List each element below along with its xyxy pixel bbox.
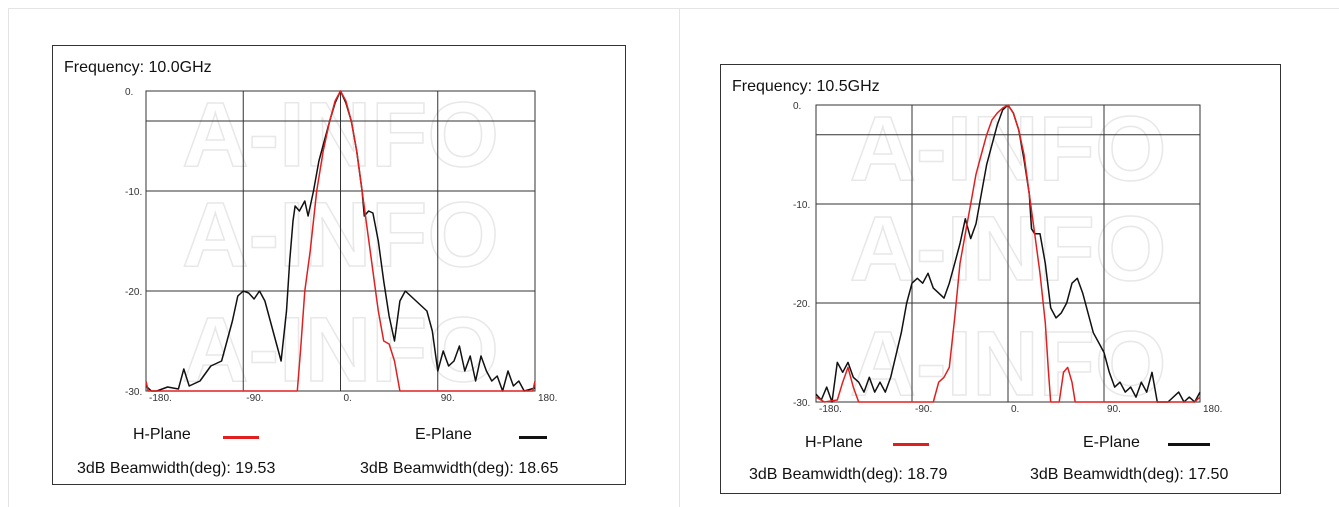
x-tick-label: 0. bbox=[344, 393, 352, 404]
legend-e-plane-swatch bbox=[1168, 443, 1210, 446]
frequency-label: Frequency: 10.0GHz bbox=[64, 59, 212, 76]
legend-h-plane-swatch bbox=[223, 436, 259, 439]
h-plane-series-line bbox=[145, 90, 536, 392]
e-plane-beamwidth: 3dB Beamwidth(deg): 18.65 bbox=[360, 460, 559, 477]
legend-e-plane-swatch bbox=[519, 436, 547, 439]
legend-h-plane-label: H-Plane bbox=[805, 434, 863, 451]
page-divider-top bbox=[8, 8, 1339, 9]
legend-h-plane-swatch bbox=[893, 443, 929, 446]
y-tick-label: -20. bbox=[793, 299, 810, 310]
h-plane-beamwidth: 3dB Beamwidth(deg): 19.53 bbox=[77, 460, 276, 477]
x-tick-label: -90. bbox=[246, 393, 263, 404]
x-tick-label: 90. bbox=[441, 393, 455, 404]
y-tick-label: -10. bbox=[793, 200, 810, 211]
y-tick-label: 0. bbox=[793, 101, 801, 112]
radiation-pattern-panel-2: A-INFO A-INFO A-INFO -180. -90. 0. 90. 180. 0. -1… bbox=[720, 64, 1281, 494]
y-tick-label: -20. bbox=[125, 287, 142, 298]
radiation-pattern-panel-1: A-INFO A-INFO A-INFO -180. -90. 0. 90. 180. 0. -1… bbox=[52, 45, 626, 485]
x-tick-label: 180. bbox=[538, 393, 557, 404]
y-tick-label: -30. bbox=[793, 398, 810, 409]
page-divider-left bbox=[8, 8, 9, 507]
x-tick-label: -180. bbox=[819, 404, 842, 415]
x-tick-label: 180. bbox=[1203, 404, 1222, 415]
legend-e-plane-label: E-Plane bbox=[1083, 434, 1140, 451]
x-tick-label: -180. bbox=[149, 393, 172, 404]
page-divider-middle bbox=[679, 8, 680, 507]
y-tick-label: 0. bbox=[125, 87, 133, 98]
legend-h-plane-label: H-Plane bbox=[133, 426, 191, 443]
e-plane-beamwidth: 3dB Beamwidth(deg): 17.50 bbox=[1030, 466, 1229, 483]
h-plane-beamwidth: 3dB Beamwidth(deg): 18.79 bbox=[749, 466, 948, 483]
x-tick-label: 0. bbox=[1011, 404, 1019, 415]
y-tick-label: -30. bbox=[125, 387, 142, 398]
legend-e-plane-label: E-Plane bbox=[415, 426, 472, 443]
x-tick-label: 90. bbox=[1107, 404, 1121, 415]
frequency-label: Frequency: 10.5GHz bbox=[732, 78, 880, 95]
h-plane-series-line bbox=[815, 104, 1201, 403]
y-tick-label: -10. bbox=[125, 187, 142, 198]
x-tick-label: -90. bbox=[915, 404, 932, 415]
